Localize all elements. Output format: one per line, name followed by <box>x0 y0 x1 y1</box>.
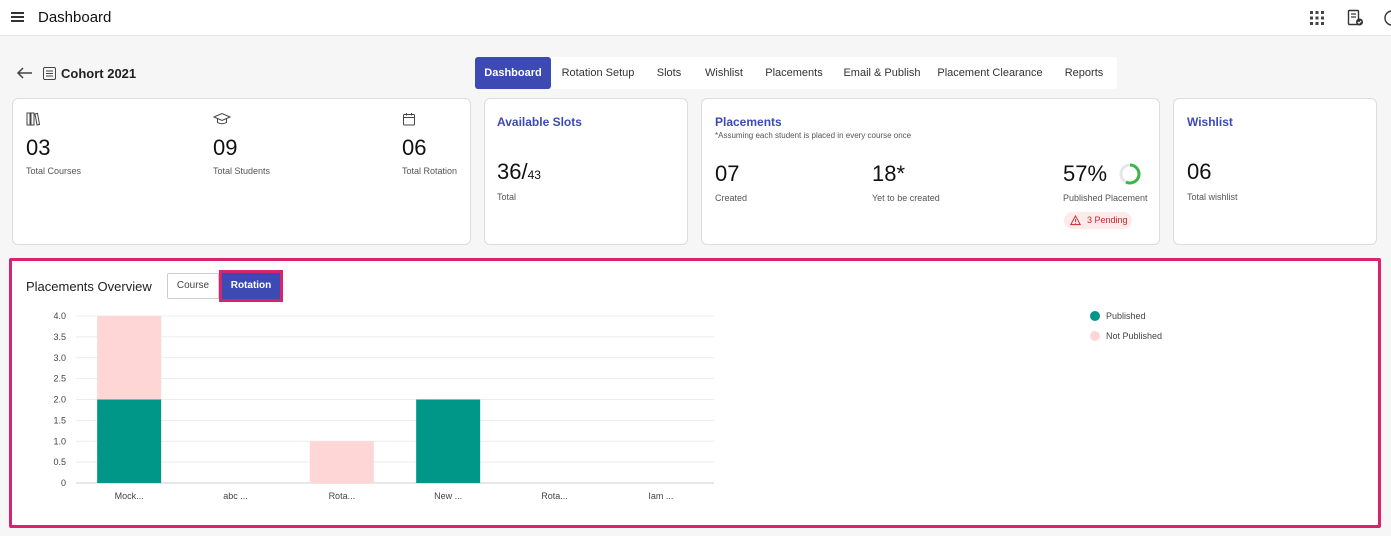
y-tick-label: 2.0 <box>53 395 66 405</box>
available-slots-value: 36/43 <box>497 159 541 184</box>
published-placement-label: Published Placement <box>1063 193 1148 203</box>
tab-slots[interactable]: Slots <box>656 67 682 79</box>
rotation-toggle-button[interactable]: Rotation <box>219 270 283 302</box>
legend-published-label[interactable]: Published <box>1106 311 1146 321</box>
tab-rotation-setup[interactable]: Rotation Setup <box>561 67 635 79</box>
bar-not-published <box>309 441 374 483</box>
overview-title: Placements Overview <box>26 279 152 294</box>
published-placement-value: 57% <box>1063 161 1108 186</box>
legend-not-published-dot <box>1090 331 1100 341</box>
tab-placement-clearance[interactable]: Placement Clearance <box>937 67 1043 79</box>
app-title: Dashboard <box>38 9 112 26</box>
bar-published <box>416 399 481 483</box>
summary-card: 03 Total Courses 09 Total Students 06 To… <box>12 98 471 245</box>
x-tick-label: Iam ... <box>648 491 673 501</box>
published-progress-ring <box>1119 163 1141 185</box>
x-tick-label: Rota... <box>541 491 568 501</box>
legend-published-dot <box>1090 311 1100 321</box>
apps-grid-icon[interactable] <box>1308 9 1326 27</box>
y-tick-label: 3.0 <box>53 353 66 363</box>
y-tick-label: 0.5 <box>53 457 66 467</box>
pending-badge[interactable]: 3 Pending <box>1064 212 1132 229</box>
x-tick-label: Mock... <box>115 491 144 501</box>
pending-text: 3 Pending <box>1087 215 1128 225</box>
tab-wishlist[interactable]: Wishlist <box>705 67 743 79</box>
placements-note: *Assuming each student is placed in ever… <box>715 131 912 140</box>
total-students-label: Total Students <box>213 166 271 176</box>
placements-title: Placements <box>715 115 782 129</box>
y-tick-label: 3.5 <box>53 332 66 342</box>
wishlist-title: Wishlist <box>1187 115 1233 129</box>
top-bar: Dashboard <box>0 0 1391 36</box>
bar-not-published <box>97 316 162 400</box>
bar-published <box>97 399 162 483</box>
document-check-icon[interactable] <box>1346 9 1364 27</box>
y-tick-label: 1.5 <box>53 415 66 425</box>
slots-total-value: 43 <box>527 168 541 182</box>
available-slots-title: Available Slots <box>497 115 582 129</box>
hamburger-menu-icon[interactable] <box>11 11 25 23</box>
created-value: 07 <box>715 161 740 186</box>
total-courses-label: Total Courses <box>26 166 82 176</box>
total-courses-value: 03 <box>26 135 51 160</box>
x-tick-label: abc ... <box>223 491 248 501</box>
y-tick-label: 1.0 <box>53 436 66 446</box>
course-toggle-button[interactable]: Course <box>167 273 219 299</box>
total-rotation-value: 06 <box>402 135 427 160</box>
placements-card: Placements *Assuming each student is pla… <box>701 98 1160 245</box>
y-tick-label: 0 <box>61 478 66 488</box>
books-icon <box>26 112 40 126</box>
tab-reports[interactable]: Reports <box>1064 67 1104 79</box>
available-slots-card: Available Slots 36/43 Total <box>484 98 688 245</box>
tab-email-publish[interactable]: Email & Publish <box>843 67 921 79</box>
tab-dashboard[interactable]: Dashboard <box>475 57 551 89</box>
available-slots-label: Total <box>497 192 517 202</box>
total-rotation-label: Total Rotation <box>402 166 458 176</box>
placements-overview-panel: Placements Overview Course Rotation 0 0.5… <box>9 258 1381 528</box>
wishlist-card: Wishlist 06 Total wishlist <box>1173 98 1377 245</box>
wishlist-label: Total wishlist <box>1187 192 1238 202</box>
y-tick-label: 4.0 <box>53 311 66 321</box>
help-icon[interactable] <box>1383 9 1391 27</box>
legend-not-published-label[interactable]: Not Published <box>1106 331 1163 341</box>
created-label: Created <box>715 193 748 203</box>
cohort-name: Cohort 2021 <box>61 66 137 81</box>
placements-bar-chart: 0 0.5 1.0 1.5 2.0 2.5 3.0 3.5 4.0 Mock... abc ... R… <box>53 311 714 501</box>
x-tick-label: New ... <box>434 491 462 501</box>
graduation-cap-icon <box>213 112 231 125</box>
tab-placements[interactable]: Placements <box>765 67 823 79</box>
warning-icon <box>1070 215 1081 226</box>
back-arrow-icon[interactable] <box>16 66 34 80</box>
x-tick-label: Rota... <box>329 491 356 501</box>
tab-bar: Dashboard Rotation Setup Slots Wishlist … <box>475 57 1117 89</box>
total-students-value: 09 <box>213 135 238 160</box>
yet-to-be-created-label: Yet to be created <box>872 193 940 203</box>
list-icon <box>43 67 56 80</box>
y-tick-label: 2.5 <box>53 374 66 384</box>
wishlist-value: 06 <box>1187 159 1212 184</box>
yet-to-be-created-value: 18* <box>872 161 906 186</box>
calendar-icon <box>403 113 415 126</box>
